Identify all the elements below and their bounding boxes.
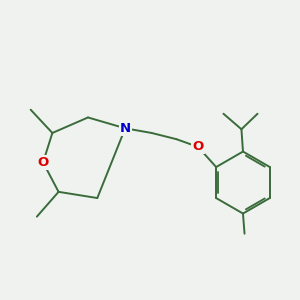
- Text: N: N: [120, 122, 131, 135]
- Text: O: O: [192, 140, 204, 153]
- Text: O: O: [38, 156, 49, 169]
